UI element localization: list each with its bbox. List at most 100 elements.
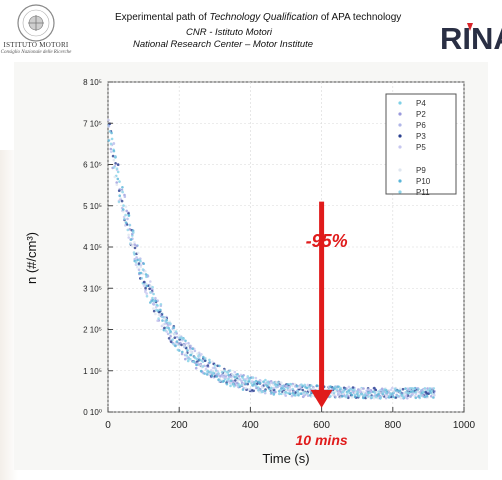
data-point: [211, 360, 214, 364]
data-point: [127, 236, 130, 239]
data-point: [234, 379, 237, 382]
data-point: [206, 364, 210, 367]
data-point: [149, 291, 152, 294]
data-point: [112, 142, 116, 145]
data-point: [139, 265, 142, 269]
data-point: [175, 335, 179, 339]
data-point: [164, 329, 167, 332]
data-point: [137, 262, 141, 265]
data-point: [144, 270, 147, 273]
data-point: [215, 375, 218, 378]
data-point: [173, 336, 177, 340]
data-point: [138, 258, 141, 262]
legend-entry: P11: [416, 188, 430, 197]
y-axis-label: n (#/cm³): [24, 232, 39, 284]
data-point: [350, 396, 354, 399]
data-point: [432, 396, 435, 399]
data-point: [227, 373, 230, 377]
legend-marker: [398, 134, 402, 138]
data-point: [169, 340, 173, 344]
data-point: [312, 387, 315, 390]
data-point: [300, 383, 303, 387]
data-point: [109, 147, 113, 151]
data-point: [278, 392, 281, 396]
data-point: [154, 296, 157, 300]
data-point: [282, 387, 286, 391]
slide-header: ISTITUTO MOTORI Consiglio Nazionale dell…: [0, 0, 502, 62]
data-point: [389, 388, 393, 392]
data-point: [280, 381, 283, 385]
data-point: [288, 392, 292, 396]
slide-title: Experimental path of Technology Qualific…: [115, 12, 401, 23]
data-point: [151, 285, 154, 289]
data-point: [276, 381, 280, 384]
data-point: [142, 280, 146, 284]
data-point: [191, 347, 194, 351]
data-point: [134, 263, 138, 266]
data-point: [264, 378, 267, 382]
data-point: [334, 395, 337, 398]
data-point: [430, 389, 434, 393]
data-point: [401, 387, 405, 391]
data-point: [115, 167, 119, 170]
data-point: [240, 383, 244, 387]
data-point: [295, 384, 299, 388]
data-point: [343, 394, 346, 398]
data-point: [363, 393, 367, 396]
data-point: [228, 369, 232, 372]
data-point: [166, 332, 170, 336]
x-tick-label: 1000: [453, 420, 476, 431]
legend-entry: P3: [416, 132, 426, 141]
data-point: [243, 380, 247, 383]
data-point: [246, 375, 250, 378]
y-tick-label: 3 10⁵: [83, 284, 102, 293]
data-point: [236, 373, 239, 376]
data-point: [250, 380, 254, 383]
data-point: [307, 389, 311, 392]
data-point: [225, 382, 229, 386]
data-point: [129, 242, 133, 245]
data-point: [194, 366, 198, 370]
data-point: [198, 358, 201, 362]
data-point: [203, 357, 207, 360]
data-point: [408, 387, 412, 390]
data-point: [200, 353, 203, 356]
data-point: [159, 303, 163, 306]
data-point: [211, 371, 215, 375]
data-point: [108, 130, 112, 133]
data-point: [358, 394, 361, 398]
data-point: [178, 336, 181, 340]
data-point: [286, 386, 290, 390]
data-point: [377, 390, 380, 393]
data-point: [109, 142, 113, 146]
data-point: [154, 305, 158, 309]
data-point: [421, 390, 425, 394]
legend-marker: [398, 112, 402, 116]
data-point: [187, 344, 190, 348]
data-point: [144, 286, 147, 290]
data-point: [208, 358, 211, 362]
data-point: [368, 389, 371, 392]
data-point: [280, 392, 283, 396]
data-point: [332, 393, 336, 397]
data-point: [373, 391, 377, 395]
data-point: [121, 190, 124, 194]
data-point: [251, 384, 254, 387]
data-point: [297, 391, 300, 395]
data-point: [142, 262, 145, 265]
data-point: [432, 387, 436, 390]
data-point: [374, 395, 378, 399]
data-point: [145, 275, 148, 279]
data-point: [385, 395, 388, 398]
data-point: [160, 315, 164, 319]
data-point: [197, 354, 200, 358]
data-point: [130, 244, 134, 248]
data-point: [222, 379, 226, 383]
data-point: [301, 388, 305, 392]
data-point: [184, 357, 187, 361]
data-point: [380, 387, 384, 391]
data-point: [209, 371, 213, 374]
data-point: [145, 294, 149, 298]
data-point: [199, 369, 203, 373]
data-point: [423, 387, 427, 390]
